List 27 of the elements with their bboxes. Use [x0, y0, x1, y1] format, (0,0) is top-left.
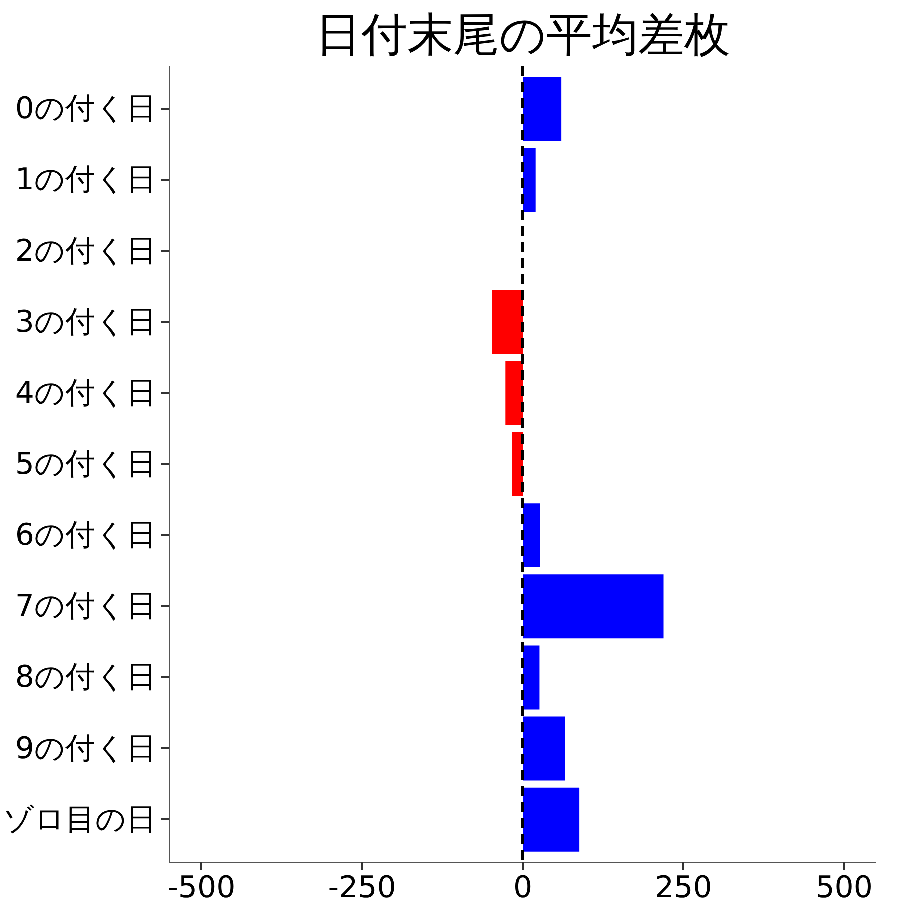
bar: [523, 716, 566, 781]
chart-title: 日付末尾の平均差枚: [316, 8, 730, 62]
y-tick-label: 3の付く日: [15, 304, 157, 340]
bar: [492, 290, 523, 354]
y-tick-label: 2の付く日: [15, 234, 157, 269]
x-tick-label: 250: [655, 870, 712, 900]
bar: [512, 432, 523, 496]
y-tick-label: 0の付く日: [15, 92, 157, 127]
bar: [506, 361, 523, 426]
y-tick-label: 9の付く日: [15, 731, 157, 766]
bar: [523, 788, 580, 852]
bar: [523, 148, 536, 212]
y-tick-label: 8の付く日: [15, 660, 157, 696]
y-tick-label: 5の付く日: [15, 447, 157, 482]
y-tick-label: 1の付く日: [15, 162, 157, 198]
x-tick-label: 500: [816, 870, 873, 900]
x-tick-label: 0: [513, 870, 533, 900]
bar: [523, 77, 562, 142]
bar: [523, 504, 540, 568]
y-tick-label: ゾロ目の日: [4, 802, 156, 838]
x-tick-label: -500: [168, 870, 236, 900]
bar: [523, 646, 540, 710]
x-tick-label: -250: [328, 870, 396, 900]
bar: [523, 574, 664, 639]
y-tick-label: 6の付く日: [15, 518, 157, 554]
y-tick-label: 7の付く日: [15, 589, 157, 624]
y-tick-label: 4の付く日: [15, 376, 157, 411]
